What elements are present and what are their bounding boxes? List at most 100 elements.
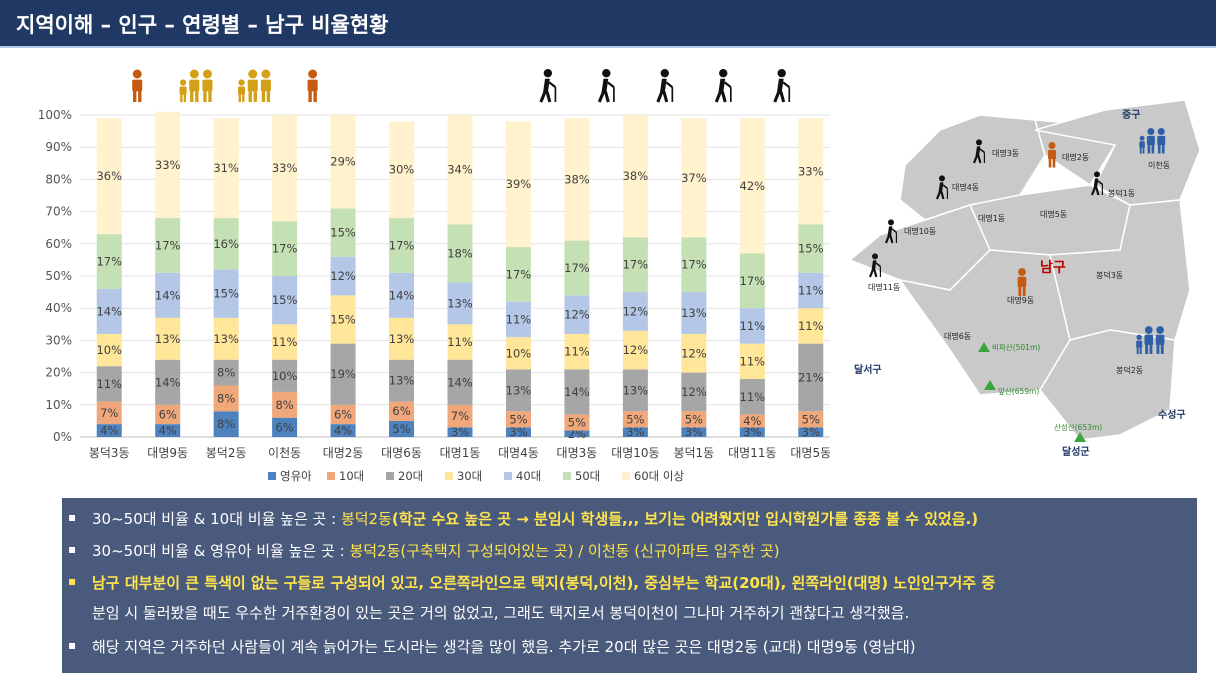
bar-segment	[798, 343, 824, 412]
data-label: 36%	[96, 169, 122, 183]
data-label: 8%	[275, 398, 293, 412]
data-label: 10%	[272, 369, 298, 383]
mountain-bipasan-icon	[978, 342, 990, 352]
bar-segment	[798, 427, 824, 437]
bar-segment	[213, 385, 239, 412]
stacked-bar-chart: 0% 10% 20% 30% 40% 50% 60% 70% 80% 90% 100% 4% 7% 11%…	[38, 68, 830, 483]
bar-segment	[681, 372, 707, 412]
data-label: 15%	[213, 287, 239, 301]
data-label: 11%	[740, 354, 766, 368]
bar-segment	[96, 333, 122, 367]
bar-segment	[330, 424, 356, 437]
person-icon	[307, 69, 318, 102]
map-district-southeast	[1039, 329, 1176, 441]
bar-segment	[505, 337, 531, 370]
bar-segment	[798, 272, 824, 309]
note-fragment: 남구 대부분이 큰 특색이 없는 구들로 구성되어 있고, 오른쪽라인으로 택지…	[92, 574, 996, 592]
map-person-icon	[1017, 268, 1027, 296]
data-label: 11%	[96, 377, 122, 391]
bar-segment	[798, 411, 824, 428]
data-label: 14%	[155, 375, 181, 389]
bar-segment	[96, 288, 122, 334]
bar-segment	[330, 115, 356, 209]
data-label: 13%	[389, 332, 415, 346]
bar-segment	[389, 218, 415, 273]
map-label-d2: 대명2동	[1062, 152, 1089, 162]
bar-segment	[681, 427, 707, 437]
note-text: 30~50대 비율 & 10대 비율 높은 곳 : 봉덕2동(학군 수요 높은 …	[92, 508, 978, 529]
data-label: 13%	[623, 383, 649, 397]
map-label-d3: 대명3동	[992, 148, 1019, 158]
page-title: 지역이해 – 인구 – 연령별 – 남구 비율현황	[16, 13, 389, 37]
elderly-icon	[714, 68, 732, 103]
y-tick-label: 80%	[45, 172, 72, 186]
map-icons	[868, 127, 1166, 355]
data-label: 3%	[451, 425, 469, 439]
data-label: 12%	[623, 343, 649, 357]
bar-segment	[505, 301, 531, 338]
data-label: 12%	[681, 385, 707, 399]
bullet-icon: ▪	[68, 542, 77, 556]
map-elderly-icon	[884, 219, 898, 244]
bar-segment	[739, 414, 765, 428]
bar-segment	[798, 118, 824, 225]
bar-segment	[330, 208, 356, 257]
note-text: 30~50대 비율 & 영유아 비율 높은 곳 : 봉덕2동(구축택지 구성되어…	[92, 540, 780, 561]
bar-segment	[272, 221, 298, 276]
map-family-icon	[1139, 127, 1166, 154]
bar-segment	[155, 404, 181, 425]
map-elderly-icon	[1090, 171, 1103, 196]
legend-label: 20대	[398, 469, 423, 483]
data-label: 6%	[275, 420, 293, 434]
data-label: 14%	[447, 375, 473, 389]
data-label: 12%	[330, 269, 356, 283]
legend-label: 60대 이상	[634, 469, 684, 483]
bar-segment	[213, 269, 239, 318]
x-tick-label: 이천동	[268, 445, 301, 460]
legend-label: 10대	[339, 469, 364, 483]
bar-segment	[622, 115, 648, 238]
elderly-icon	[539, 68, 557, 103]
data-label: 11%	[740, 319, 766, 333]
bar-segment	[213, 317, 239, 360]
data-label: 17%	[155, 238, 181, 252]
note-text: 남구 대부분이 큰 특색이 없는 구들로 구성되어 있고, 오른쪽라인으로 택지…	[92, 572, 995, 593]
data-label: 29%	[330, 155, 356, 169]
x-tick-label: 대명2동	[323, 446, 364, 460]
x-tick-label: 대명5동	[790, 446, 830, 460]
bar-segment	[96, 234, 122, 289]
bar-segment	[155, 317, 181, 360]
data-label: 15%	[330, 312, 356, 326]
bar-segment	[739, 427, 765, 437]
note-fragment: 30~50대 비율 & 영유아 비율 높은 곳 :	[92, 542, 350, 560]
data-label: 12%	[681, 346, 707, 360]
bar-segment	[564, 414, 590, 431]
x-tick-label: 대명10동	[611, 446, 659, 460]
bar-segment	[681, 292, 707, 334]
data-label: 4%	[159, 424, 177, 438]
title-bar: 지역이해 – 인구 – 연령별 – 남구 비율현황	[0, 0, 1216, 48]
map-district-northwest	[899, 114, 1046, 221]
bar-segment	[564, 369, 590, 415]
bar-segment	[155, 218, 181, 273]
map-label-ic: 이천동	[1148, 160, 1170, 170]
data-label: 3%	[626, 425, 644, 439]
map-label-bd2: 봉덕2동	[1116, 365, 1143, 375]
y-tick-label: 100%	[38, 108, 72, 122]
note-fragment: 봉덕2동(구축택지 구성되어있는 곳) / 이천동 (신규아파트 입주한 곳)	[349, 542, 780, 560]
bar-segment	[622, 330, 648, 370]
bar-segment	[739, 343, 765, 380]
legend-label: 영유아	[280, 469, 312, 483]
data-label: 18%	[447, 246, 473, 260]
data-label: 11%	[798, 319, 824, 333]
bar-segment	[213, 218, 239, 270]
map-region-dalseonggun: 달성군	[1062, 445, 1090, 458]
x-tick-label: 봉덕1동	[673, 446, 714, 460]
bar-segment	[155, 272, 181, 318]
bar-segment	[389, 121, 415, 219]
bar-segment	[564, 118, 590, 241]
data-label: 13%	[447, 296, 473, 310]
bar-segment	[155, 111, 181, 219]
data-label: 5%	[509, 412, 527, 426]
bar-segment	[622, 237, 648, 293]
